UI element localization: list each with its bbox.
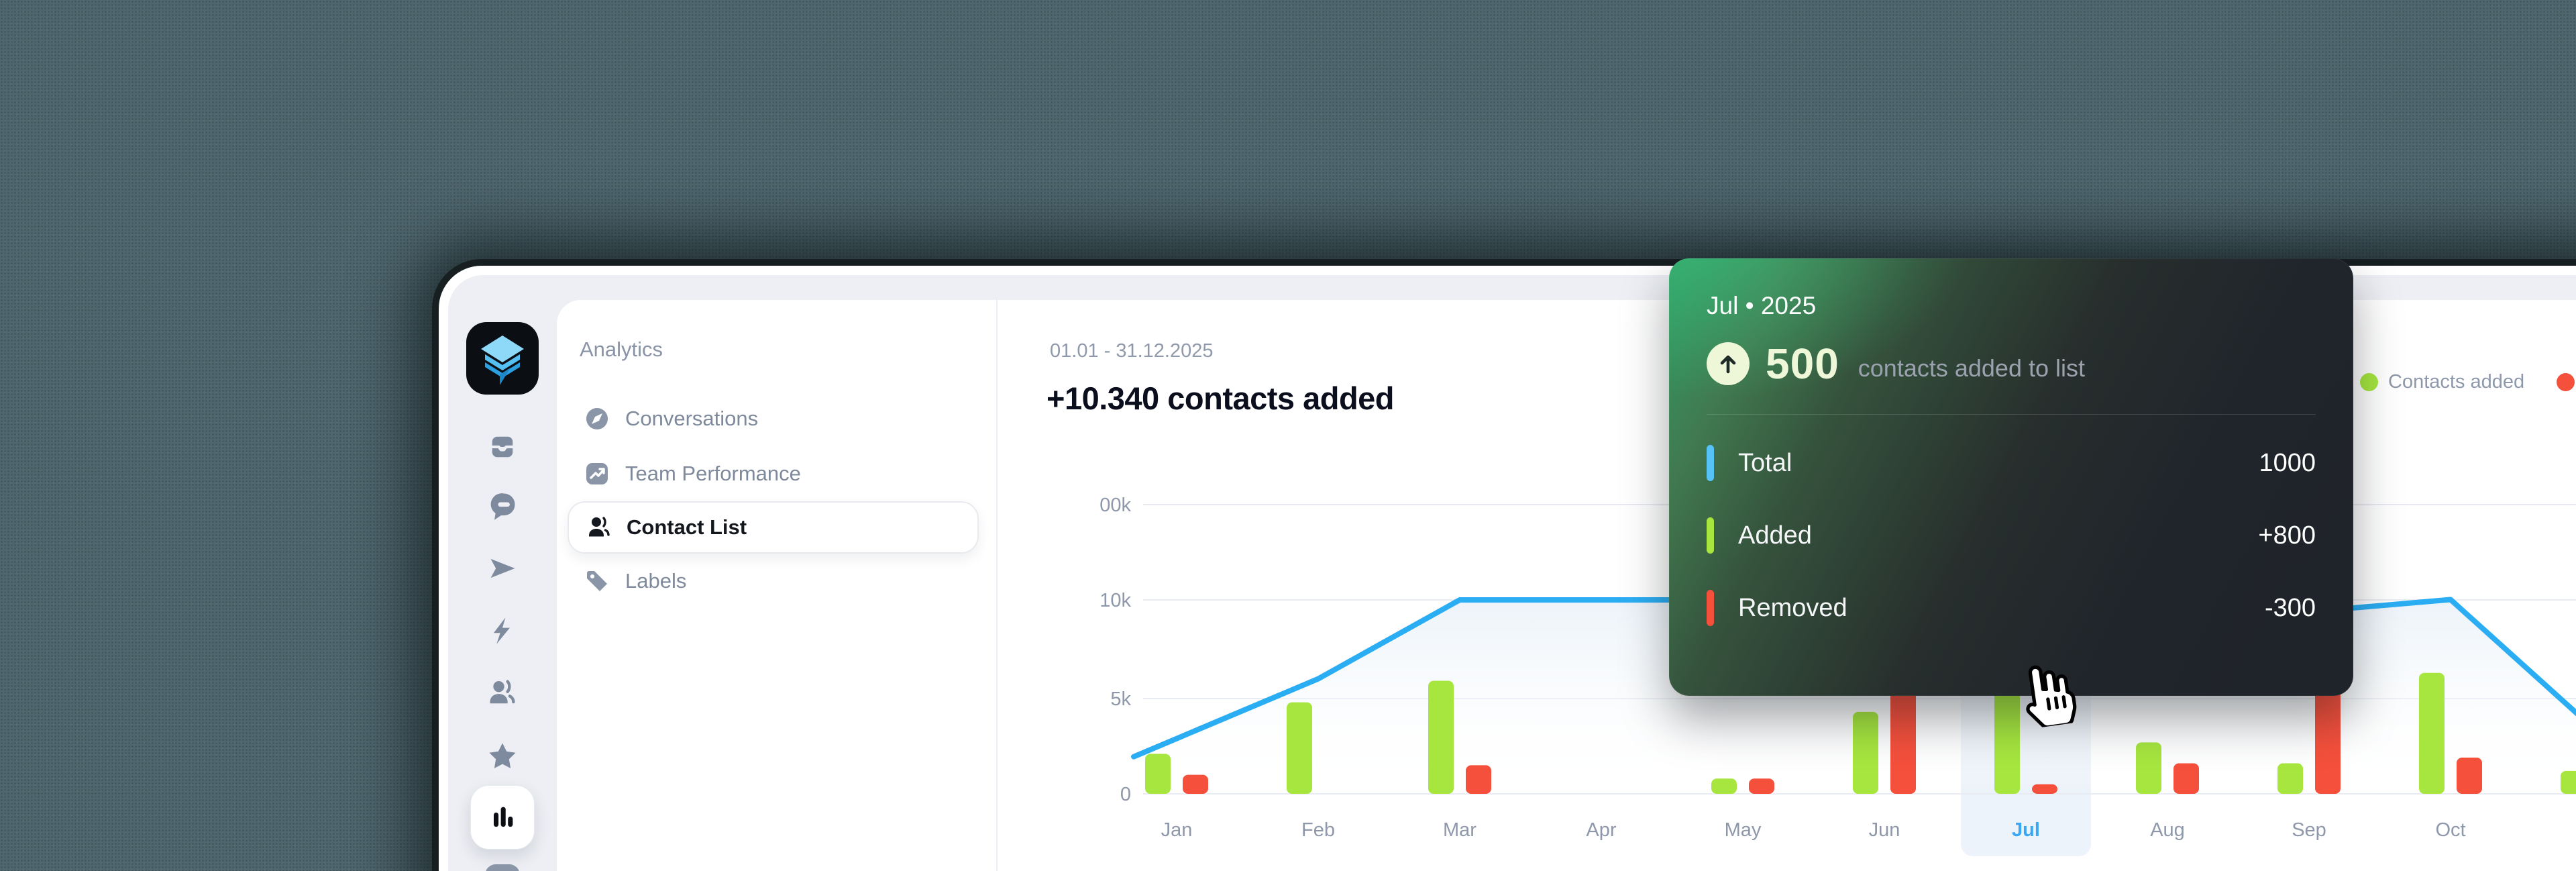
- legend-dot-removed: [2557, 373, 2575, 391]
- layers-logo-icon: [481, 336, 524, 385]
- svg-text:100k: 100k: [1100, 495, 1131, 516]
- nav-item-label: Contact List: [627, 515, 747, 539]
- inbox-icon[interactable]: [486, 431, 519, 463]
- svg-text:5k: 5k: [1110, 688, 1131, 710]
- legend-item-contacts-added[interactable]: Contacts added: [2360, 371, 2524, 393]
- compass-icon: [586, 408, 608, 429]
- svg-text:Mar: Mar: [1443, 819, 1477, 841]
- app-logo[interactable]: [466, 322, 539, 395]
- chart-tooltip: Jul • 2025 500 contacts added to list To…: [1669, 258, 2353, 696]
- tooltip-caption: contacts added to list: [1858, 354, 2085, 382]
- nav-item-label: Conversations: [625, 407, 759, 430]
- nav-item-team-performance[interactable]: Team Performance: [568, 446, 979, 501]
- svg-text:Apr: Apr: [1586, 819, 1616, 841]
- sidebar-item-analytics-active[interactable]: [470, 785, 535, 850]
- svg-text:Feb: Feb: [1301, 819, 1335, 841]
- svg-text:Aug: Aug: [2150, 819, 2185, 841]
- tooltip-row-total: Total 1000: [1707, 438, 2316, 489]
- tooltip-period: Jul • 2025: [1707, 292, 1817, 319]
- total-tick: [1707, 445, 1714, 481]
- nav-list: Conversations Team Performance: [568, 391, 979, 609]
- svg-text:May: May: [1725, 819, 1762, 841]
- added-tick: [1707, 517, 1714, 554]
- svg-text:Oct: Oct: [2435, 819, 2465, 841]
- trend-icon: [586, 463, 608, 484]
- tooltip-row-removed: Removed -300: [1707, 582, 2316, 633]
- arrow-up-circle-icon: [1707, 342, 1750, 385]
- nav-item-labels[interactable]: Labels: [568, 554, 979, 609]
- svg-text:Jan: Jan: [1161, 819, 1193, 841]
- contacts-icon[interactable]: [486, 677, 519, 709]
- svg-text:Sep: Sep: [2292, 819, 2326, 841]
- lightning-icon[interactable]: [486, 615, 519, 647]
- svg-text:10k: 10k: [1100, 590, 1131, 611]
- legend-item-contacts-removed[interactable]: [2557, 373, 2576, 391]
- chat-bubble-icon[interactable]: [486, 490, 519, 522]
- send-icon[interactable]: [486, 552, 519, 584]
- svg-text:0: 0: [1120, 784, 1131, 805]
- nav-item-label: Labels: [625, 569, 687, 593]
- legend-label: Contacts added: [2388, 371, 2525, 393]
- svg-text:Jun: Jun: [1869, 819, 1900, 841]
- nav-item-label: Team Performance: [625, 462, 801, 485]
- legend-dot-added: [2360, 373, 2378, 391]
- analytics-nav-panel: Analytics Conversations: [557, 300, 998, 871]
- hand-pointer-cursor: [2013, 655, 2084, 733]
- tag-icon: [587, 571, 607, 591]
- nav-heading: Analytics: [580, 338, 663, 361]
- nav-item-conversations[interactable]: Conversations: [568, 391, 979, 446]
- tooltip-divider: [1707, 414, 2316, 415]
- nav-item-contact-list[interactable]: Contact List: [568, 501, 979, 554]
- person-icon: [589, 517, 610, 537]
- svg-text:Jul: Jul: [2012, 819, 2040, 841]
- date-range: 01.01 - 31.12.2025: [1050, 340, 1214, 362]
- page-title: +10.340 contacts added: [1046, 380, 1395, 416]
- icon-sidebar: [448, 275, 557, 871]
- star-icon[interactable]: [486, 740, 519, 772]
- tooltip-value: 500: [1766, 340, 1839, 388]
- tooltip-row-added: Added +800: [1707, 510, 2316, 561]
- sidebar-item-partial-icon[interactable]: [485, 864, 520, 871]
- chart-legend: Contacts added: [2360, 371, 2576, 393]
- removed-tick: [1707, 590, 1714, 626]
- bar-chart-icon: [494, 807, 513, 827]
